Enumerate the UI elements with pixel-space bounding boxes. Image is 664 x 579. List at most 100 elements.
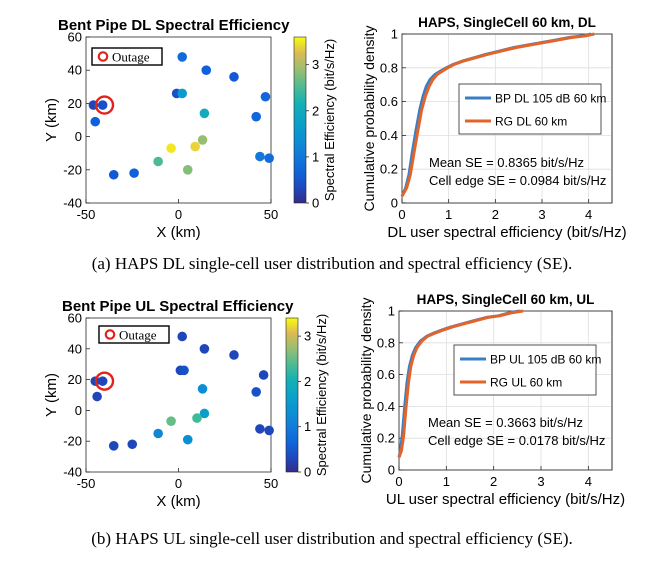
ul-cdf-ylabel: Cumulative probability density [358, 298, 374, 484]
dl-map-xlabel: X (km) [156, 224, 200, 241]
dl-cdf-ytick-label: 0 [391, 196, 398, 211]
ul-cdf-annotation-1: Mean SE = 0.3663 bit/s/Hz [428, 415, 583, 430]
dl-map-user-point [129, 168, 139, 178]
dl-cdf-ylabel: Cumulative probability density [361, 26, 377, 212]
ul-map-title: Bent Pipe UL Spectral Efficiency [62, 298, 294, 315]
dl-map-ylabel: Y (km) [43, 98, 60, 142]
dl-cdf-annotation-2: Cell edge SE = 0.0984 bit/s/Hz [429, 173, 606, 188]
dl-map-ytick-label: 40 [68, 63, 82, 78]
ul-cdf-xtick-label: 1 [443, 474, 450, 489]
dl-map-ytick-label: 60 [68, 30, 82, 45]
ul-cdf-ytick-label: 1 [388, 304, 395, 319]
dl-map-ytick-label: 0 [75, 129, 82, 144]
ul-map-legend-label: Outage [119, 328, 157, 343]
dl-cdf-cdf-chart: HAPS, SingleCell 60 km, DL 0 1 2 3 4 0 0.2 0.4 0.… [361, 15, 627, 241]
ul-map-user-point [182, 434, 193, 445]
dl-map-colorbar [293, 36, 307, 204]
ul-map-scatter-chart: Bent Pipe UL Spectral Efficiency -50 0 50 -4… [43, 298, 329, 510]
ul-map-colorbar-tick-label: 0 [304, 465, 311, 480]
ul-map-xtick-label: 50 [264, 476, 278, 491]
dl-cdf-annotation-1: Mean SE = 0.8365 bit/s/Hz [429, 155, 584, 170]
dl-cdf-xlabel: DL user spectral efficiency (bit/s/Hz) [387, 224, 626, 241]
dl-map-user-point [199, 108, 210, 119]
dl-map-colorbar-tick-label: 3 [312, 57, 319, 72]
dl-cdf-ytick-label: 1 [391, 27, 398, 42]
dl-map-user-point [190, 141, 200, 152]
ul-cdf-ytick-label: 0 [388, 463, 395, 478]
ul-map-user-point [153, 428, 163, 439]
dl-cdf-title: HAPS, SingleCell 60 km, DL [418, 15, 596, 30]
ul-map-colorbar-tick-label: 2 [304, 374, 311, 389]
ul-map-user-point [264, 425, 274, 436]
dl-map-title: Bent Pipe DL Spectral Efficiency [58, 17, 290, 34]
ul-map-user-point [251, 387, 261, 397]
ul-cdf-series-line-2 [397, 309, 524, 458]
dl-map-ytick-label: -40 [63, 196, 82, 211]
dl-map-user-point [251, 111, 261, 122]
dl-cdf-ytick-label: 0.2 [380, 162, 398, 177]
ul-map-user-point [197, 384, 208, 394]
ul-cdf-xtick-label: 3 [537, 474, 544, 489]
ul-map-user-point [199, 408, 210, 419]
ul-map-legend-outage-icon [104, 329, 116, 340]
dl-cdf-legend-box [458, 83, 602, 135]
ul-map-outage-marker [94, 371, 115, 391]
caption-b: (b) HAPS UL single-cell user distributio… [91, 529, 573, 548]
dl-map-outage-marker [94, 95, 115, 115]
ul-map-xtick-label: 0 [175, 476, 182, 491]
ul-map-user-point [199, 344, 210, 354]
dl-map-user-point [197, 135, 208, 145]
dl-map-ytick-label: 20 [68, 96, 82, 111]
dl-cdf-legend-label-1: BP DL 105 dB 60 km [495, 92, 606, 106]
ul-map-user-point [179, 365, 189, 376]
ul-cdf-cdf-chart: HAPS, SingleCell 60 km, UL 0 1 2 3 4 0 0.2 0.4 0.… [358, 292, 625, 508]
dl-map-xtick-label: -50 [77, 207, 96, 222]
dl-map-xtick-label: 50 [264, 207, 278, 222]
dl-cdf-xtick-label: 2 [492, 207, 499, 222]
dl-map-user-point [166, 143, 176, 154]
ul-map-colorbar-tick-label: 3 [304, 329, 311, 344]
ul-map-user-point [255, 424, 265, 434]
dl-map-scatter-chart: Bent Pipe DL Spectral Efficiency -50 0 50 -4… [43, 17, 337, 241]
dl-map-user-point [182, 165, 193, 175]
dl-map-user-point [201, 65, 212, 75]
ul-map-user-point [177, 331, 187, 342]
dl-map-user-point [177, 88, 187, 99]
ul-cdf-ytick-label: 0.4 [377, 399, 395, 414]
ul-cdf-ytick-label: 0.2 [377, 431, 395, 446]
ul-map-ytick-label: -40 [63, 465, 82, 480]
ul-map-ytick-label: 40 [68, 341, 82, 356]
ul-map-colorbar [285, 317, 299, 473]
ul-map-ytick-label: 60 [68, 311, 82, 326]
dl-map-user-point [177, 52, 187, 62]
ul-cdf-legend-label-1: BP UL 105 dB 60 km [490, 353, 601, 367]
ul-cdf-ytick-label: 0.8 [377, 335, 395, 350]
ul-map-ytick-label: 20 [68, 372, 82, 387]
dl-map-legend-outage-icon [97, 51, 109, 62]
dl-map-user-point [153, 156, 163, 167]
ul-map-user-point [192, 413, 202, 423]
dl-map-colorbar-tick-label: 1 [312, 149, 319, 164]
dl-cdf-xtick-label: 4 [585, 207, 592, 222]
ul-map-colorbar-tick-label: 1 [304, 419, 311, 434]
dl-cdf-xtick-label: 3 [538, 207, 545, 222]
dl-cdf-series-line-2 [400, 32, 595, 197]
ul-map-xtick-label: -50 [77, 476, 96, 491]
ul-map-user-point [229, 350, 239, 360]
dl-cdf-ytick-label: 0.8 [380, 60, 398, 75]
dl-map-user-point [108, 169, 119, 180]
dl-cdf-ytick-label: 0.4 [380, 128, 398, 143]
dl-map-xtick-label: 0 [175, 207, 182, 222]
dl-cdf-xtick-label: 0 [398, 207, 405, 222]
caption-a: (a) HAPS DL single-cell user distributio… [91, 254, 573, 273]
ul-map-ylabel: Y (km) [43, 373, 60, 417]
dl-map-colorbar-label: Spectral Efficiency (bit/s/Hz) [322, 39, 337, 201]
ul-cdf-title: HAPS, SingleCell 60 km, UL [417, 292, 595, 307]
dl-map-user-point [260, 91, 271, 102]
dl-cdf-legend-label-2: RG DL 60 km [495, 115, 567, 129]
dl-cdf-ytick-label: 0.6 [380, 94, 398, 109]
ul-cdf-xlabel: UL user spectral efficiency (bit/s/Hz) [386, 491, 625, 508]
dl-map-user-point [264, 153, 274, 163]
dl-map-ytick-label: -20 [63, 162, 82, 177]
